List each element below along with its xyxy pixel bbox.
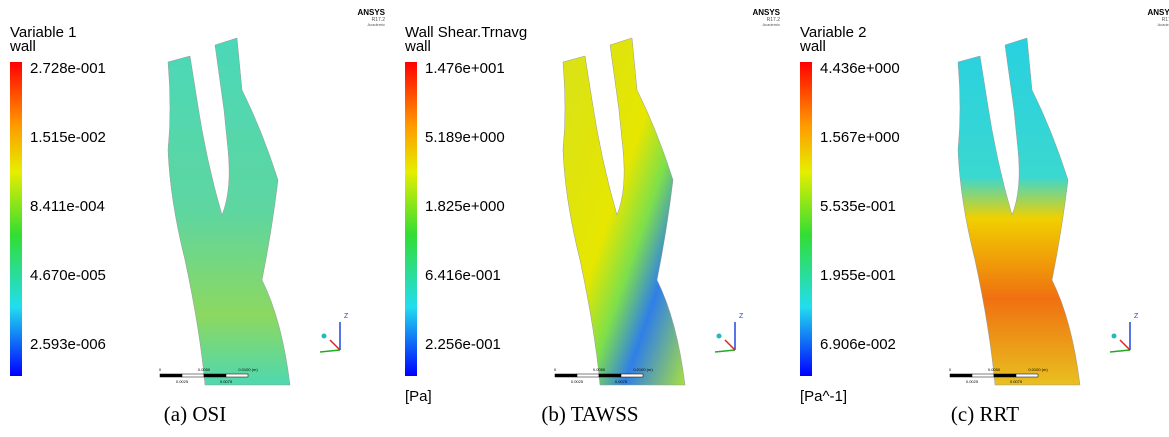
panel-subtitle: wall (799, 38, 826, 55)
scale-label: 0.0100 (m) (633, 367, 653, 372)
scale-label: 0 (159, 367, 162, 372)
panel-subtitle: wall (9, 38, 36, 55)
axis-label: Z (344, 313, 349, 320)
scale-segment (576, 373, 600, 378)
scale-label: 0 (554, 367, 557, 372)
unit-label: [Pa^-1] (800, 388, 847, 405)
axis-label: Z (1134, 313, 1139, 320)
colorbar-label: 8.411e-004 (30, 198, 105, 215)
scale-label: 0.0050 (988, 367, 1001, 372)
axis-x (329, 339, 341, 351)
scale-label: 0.0100 (m) (238, 367, 258, 372)
logo-version: R17.2 (1162, 17, 1169, 23)
axis-x (724, 339, 736, 351)
axis-y (1109, 349, 1131, 353)
panel-title: Variable 2 (800, 24, 866, 41)
logo-name: ANSYS (752, 8, 780, 17)
axis-label: Z (739, 313, 744, 320)
logo-name: ANSYS (357, 8, 385, 17)
scale-label: 0.0050 (593, 367, 606, 372)
logo-name: ANSYS (1147, 8, 1169, 17)
colorbar-label: 4.436e+000 (820, 60, 900, 77)
vessel (167, 37, 291, 386)
axis-y (714, 349, 736, 353)
scale-segment (993, 373, 1017, 378)
colorbar-label: 2.256e-001 (425, 336, 501, 353)
scale-label: 0.0075 (615, 379, 628, 384)
panel-subtitle: wall (404, 38, 431, 55)
vessel (562, 37, 686, 386)
colorbar-label: 1.515e-002 (30, 129, 106, 146)
colorbar-label: 2.728e-001 (30, 60, 106, 77)
colorbar-label: 6.906e-002 (820, 336, 896, 353)
logo-edition: Academic (1157, 22, 1169, 27)
colorbar-label: 1.825e+000 (425, 198, 505, 215)
scale-segment (598, 373, 622, 378)
colorbar-label: 2.593e-006 (30, 336, 106, 353)
axis-origin (716, 333, 722, 339)
scale-label: 0.0050 (198, 367, 211, 372)
scale-segment (554, 373, 578, 378)
unit-label: [Pa] (405, 388, 432, 405)
colorbar-label: 5.535e-001 (820, 198, 896, 215)
scale-segment (949, 373, 973, 378)
axis-origin (321, 333, 327, 339)
colorbar-label: 5.189e+000 (425, 129, 505, 146)
colorbar-label: 4.670e-005 (30, 267, 106, 284)
logo-edition: Academic (367, 22, 385, 27)
logo-version: R17.2 (372, 17, 386, 23)
logo-version: R17.2 (767, 17, 781, 23)
colorbar (405, 62, 417, 376)
axis-x (1119, 339, 1131, 351)
caption: (b) TAWSS (541, 402, 638, 426)
scale-segment (159, 373, 183, 378)
scale-label: 0.0025 (571, 379, 584, 384)
scale-label: 0 (949, 367, 952, 372)
axis-y (319, 349, 341, 353)
colorbar-label: 1.567e+000 (820, 129, 900, 146)
scale-segment (971, 373, 995, 378)
scale-label: 0.0025 (176, 379, 189, 384)
scale-label: 0.0075 (1010, 379, 1023, 384)
scale-segment (225, 373, 249, 378)
caption: (a) OSI (164, 402, 226, 426)
colorbar-label: 6.416e-001 (425, 267, 501, 284)
scale-label: 0.0025 (966, 379, 979, 384)
caption: (c) RRT (951, 402, 1019, 426)
axis-origin (1111, 333, 1117, 339)
scale-segment (1015, 373, 1039, 378)
logo-edition: Academic (762, 22, 780, 27)
colorbar-label: 1.955e-001 (820, 267, 896, 284)
vessel (957, 37, 1081, 386)
scale-segment (181, 373, 205, 378)
panel-title: Wall Shear.Trnavg (405, 24, 527, 41)
colorbar (10, 62, 22, 376)
panel-title: Variable 1 (10, 24, 76, 41)
scale-label: 0.0100 (m) (1028, 367, 1048, 372)
colorbar (800, 62, 812, 376)
scale-segment (620, 373, 644, 378)
scale-segment (203, 373, 227, 378)
colorbar-label: 1.476e+001 (425, 60, 505, 77)
scale-label: 0.0075 (220, 379, 233, 384)
